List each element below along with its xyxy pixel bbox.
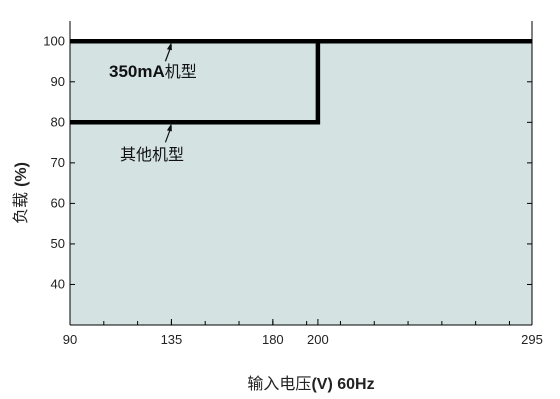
annotation-other-arrow-head [166,123,172,132]
series-line-other [70,39,532,125]
y-axis-title: 负载 (%) [11,162,30,224]
y-tick-label: 70 [51,155,65,170]
axis-titles: 输入电压(V) 60Hz 负载 (%) [11,162,375,393]
operating-area [70,41,532,326]
annotation-350ma-label-text: 机型 [165,62,197,81]
axes-frame [69,21,533,326]
series-lines [70,39,532,125]
operating-area-fill [70,41,532,326]
y-tick-label: 60 [51,195,65,210]
y-tick-label: 100 [43,33,65,48]
y-axis-title-prefix: 负载 [11,187,30,224]
x-tick-label: 180 [262,332,284,347]
x-axis-title: 输入电压(V) 60Hz [247,374,374,393]
axis-ticks: 40 50 60 70 80 90 100 90 135 180 200 295 [43,33,543,347]
x-tick-label: 90 [63,332,77,347]
annotation-350ma-arrow-head [166,42,172,51]
y-tick-label: 90 [51,74,65,89]
x-tick-label: 135 [161,332,183,347]
x-tick-label: 295 [521,332,543,347]
x-axis-title-unit: (V) 60Hz [311,376,374,393]
y-tick-label: 80 [51,114,65,129]
y-axis-title-unit: (%) [13,162,30,187]
annotation-other-label: 其他机型 [120,145,184,164]
x-tick-label: 200 [307,332,329,347]
annotation-350ma-label: 350mA机型 [109,62,197,81]
annotation-350ma-label-bold: 350mA [109,62,165,81]
annotation-other-label-text: 其他机型 [120,145,184,164]
y-tick-label: 40 [51,276,65,291]
x-axis-title-prefix: 输入电压 [247,374,311,393]
y-tick-label: 50 [51,236,65,251]
